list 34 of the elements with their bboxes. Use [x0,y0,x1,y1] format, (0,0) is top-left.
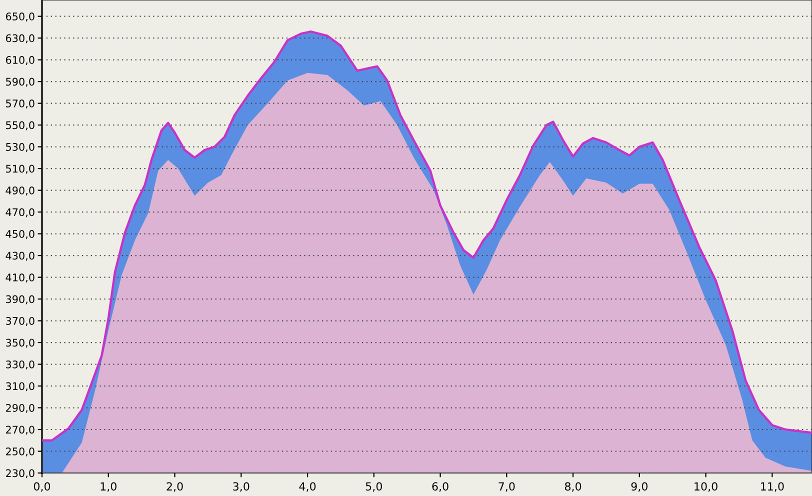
y-tick-label: 530,0 [6,143,34,152]
y-tick-label: 250,0 [6,447,34,456]
x-tick-label: 8,0 [564,482,582,492]
x-tick-label: 2,0 [166,482,183,492]
y-tick-label: 310,0 [6,382,34,392]
x-tick-label: 5,0 [366,482,382,492]
x-tick-label: 6,0 [432,482,448,492]
y-tick-label: 290,0 [6,404,34,413]
y-tick-label: 430,0 [6,252,34,261]
y-tick-label: 650,0 [6,12,34,22]
x-tick-label: 11,0 [761,482,784,492]
y-tick-label: 270,0 [6,426,34,435]
y-tick-label: 350,0 [6,338,34,348]
x-tick-label: 7,0 [498,482,515,492]
y-tick-label: 470,0 [6,208,34,218]
x-tick-label: 9,0 [631,482,648,492]
x-tick-label: 10,0 [694,482,718,492]
y-tick-label: 450,0 [6,230,34,239]
y-tick-label: 410,0 [6,274,34,282]
y-tick-label: 570,0 [6,100,34,108]
y-tick-label: 370,0 [6,316,34,326]
y-tick-label: 510,0 [6,164,34,174]
x-tick-label: 4,0 [299,482,316,492]
y-tick-label: 590,0 [6,78,34,87]
y-tick-label: 550,0 [6,121,34,130]
y-tick-label: 490,0 [6,186,34,196]
y-tick-label: 390,0 [6,295,34,304]
x-tick-label: 0,0 [34,482,50,492]
x-tick-label: 1,0 [100,482,116,492]
y-tick-label: 630,0 [6,34,34,44]
x-tick-label: 3,0 [233,482,250,492]
y-tick-label: 330,0 [6,360,34,370]
y-tick-label: 230,0 [6,469,34,478]
y-tick-label: 610,0 [6,56,34,65]
